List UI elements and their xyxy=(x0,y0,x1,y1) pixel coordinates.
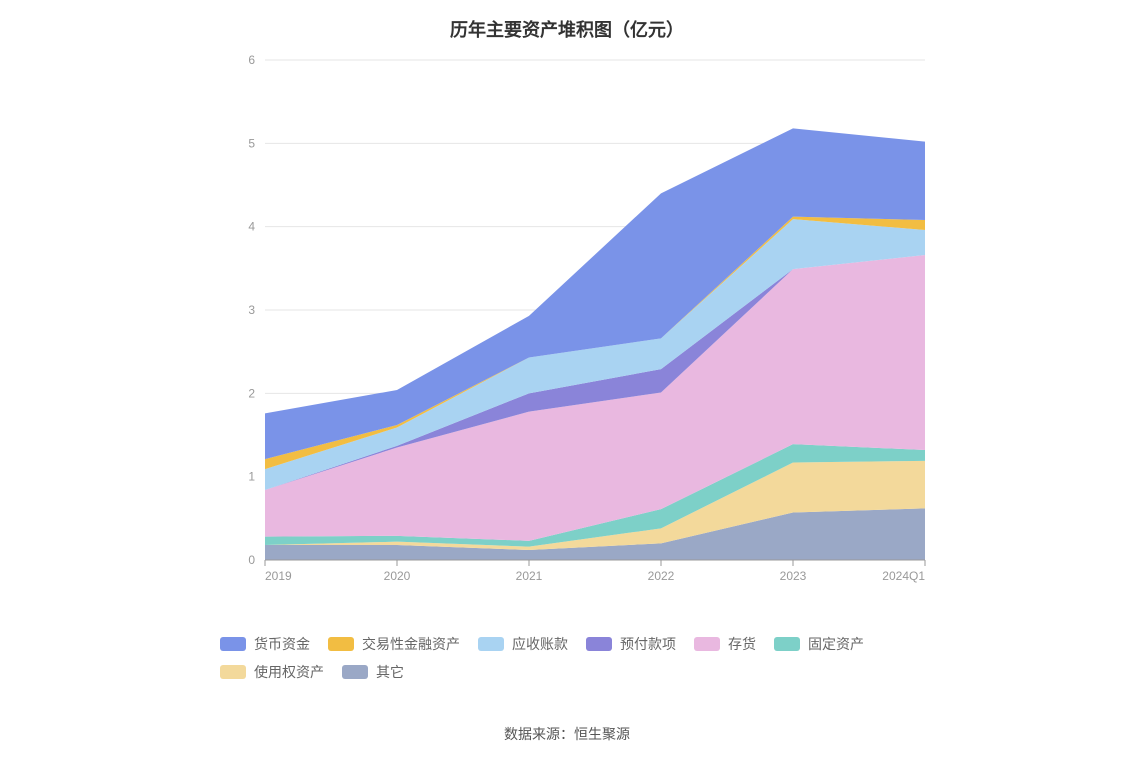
x-axis-label: 2020 xyxy=(384,569,411,583)
y-axis-label: 2 xyxy=(248,386,255,400)
legend-swatch xyxy=(220,637,246,651)
chart-source: 数据来源：恒生聚源 xyxy=(0,724,1134,744)
legend-swatch xyxy=(694,637,720,651)
y-axis-label: 0 xyxy=(248,553,255,567)
legend-swatch xyxy=(586,637,612,651)
legend-item[interactable]: 其它 xyxy=(342,658,404,686)
legend-label: 存货 xyxy=(728,630,756,658)
legend-item[interactable]: 固定资产 xyxy=(774,630,864,658)
legend-swatch xyxy=(220,665,246,679)
legend-label: 应收账款 xyxy=(512,630,568,658)
x-axis-label: 2023 xyxy=(780,569,807,583)
legend-label: 货币资金 xyxy=(254,630,310,658)
x-axis-label: 2019 xyxy=(265,569,292,583)
y-axis-label: 1 xyxy=(248,470,255,484)
y-axis-label: 6 xyxy=(248,53,255,67)
legend-item[interactable]: 货币资金 xyxy=(220,630,310,658)
legend-item[interactable]: 存货 xyxy=(694,630,756,658)
legend-swatch xyxy=(328,637,354,651)
legend-item[interactable]: 使用权资产 xyxy=(220,658,324,686)
chart-legend: 货币资金 交易性金融资产 应收账款 预付款项 存货 固定资产使用权资产 其它 xyxy=(220,630,1014,686)
x-axis-label: 2022 xyxy=(648,569,675,583)
x-axis-label: 2021 xyxy=(516,569,543,583)
y-axis-label: 5 xyxy=(248,136,255,150)
legend-label: 预付款项 xyxy=(620,630,676,658)
chart-container: 历年主要资产堆积图（亿元） 01234562019202020212022202… xyxy=(0,0,1134,766)
legend-label: 交易性金融资产 xyxy=(362,630,460,658)
legend-swatch xyxy=(774,637,800,651)
legend-swatch xyxy=(342,665,368,679)
x-axis-label: 2024Q1 xyxy=(882,569,925,583)
legend-swatch xyxy=(478,637,504,651)
legend-label: 固定资产 xyxy=(808,630,864,658)
legend-row: 货币资金 交易性金融资产 应收账款 预付款项 存货 固定资产 xyxy=(220,630,1014,658)
legend-item[interactable]: 预付款项 xyxy=(586,630,676,658)
legend-label: 其它 xyxy=(376,658,404,686)
legend-item[interactable]: 交易性金融资产 xyxy=(328,630,460,658)
y-axis-label: 3 xyxy=(248,303,255,317)
legend-item[interactable]: 应收账款 xyxy=(478,630,568,658)
legend-row: 使用权资产 其它 xyxy=(220,658,1014,686)
y-axis-label: 4 xyxy=(248,220,255,234)
legend-label: 使用权资产 xyxy=(254,658,324,686)
